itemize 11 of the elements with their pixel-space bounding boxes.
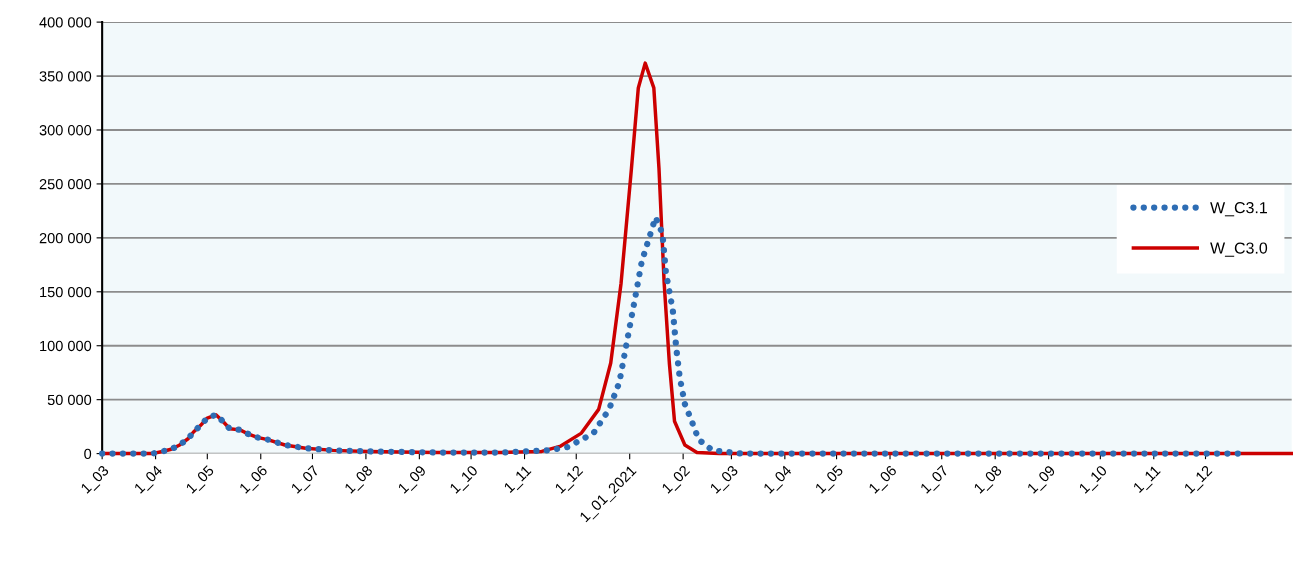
- y-tick-label: 50 000: [47, 394, 92, 406]
- y-tick-label: 0: [84, 448, 92, 460]
- y-tick-label: 200 000: [39, 232, 92, 244]
- y-tick-label: 400 000: [39, 17, 92, 28]
- legend-label: W_C3.1: [1210, 201, 1267, 217]
- y-tick-label: 100 000: [40, 340, 92, 352]
- legend-label: W_C3.0: [1210, 242, 1268, 257]
- y-tick-label: 250 000: [39, 179, 92, 190]
- y-tick-label: 150 000: [40, 286, 92, 298]
- y-tick-label: 300 000: [39, 125, 92, 136]
- y-tick-label: 350 000: [39, 71, 92, 82]
